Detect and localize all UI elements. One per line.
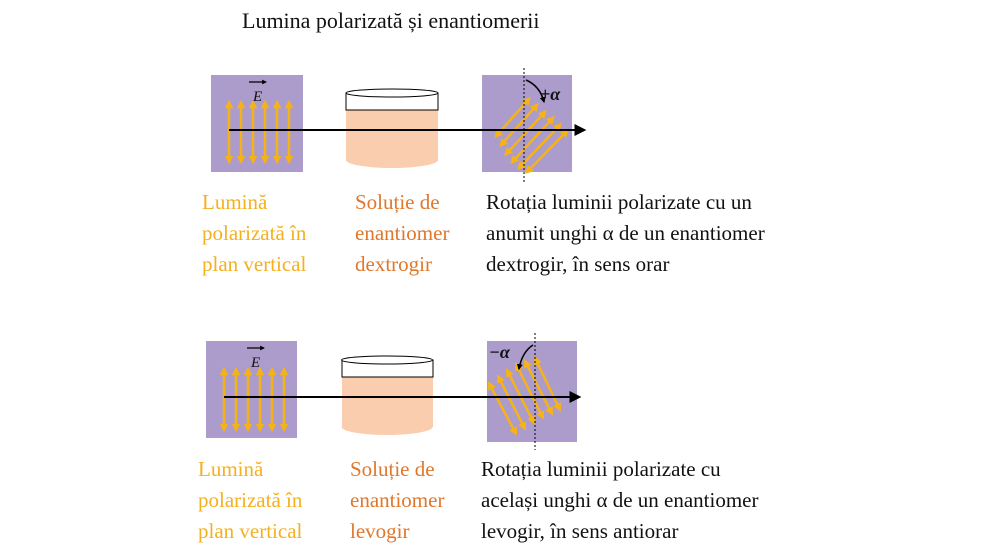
angle-label-1: +α xyxy=(540,84,561,104)
e-vector-text-1: E xyxy=(252,89,262,105)
solution-cylinder-1 xyxy=(345,88,439,168)
e-vector-text-2: E xyxy=(250,355,260,371)
e-vector-label-1: E xyxy=(249,79,267,105)
angle-label-2: −α xyxy=(489,342,511,362)
rotation-description-row-2: Rotația luminii polarizate cu același un… xyxy=(481,457,759,543)
diagram-title: Lumina polarizată și enantiomerii xyxy=(242,8,540,33)
counterclockwise-rotation-arrow-2 xyxy=(516,344,534,371)
solution-cylinder-2 xyxy=(341,355,434,435)
rotated-polarization-arrows-2 xyxy=(488,356,561,436)
solution-label-row-1: Soluție de enantiomer dextrogir xyxy=(355,190,450,276)
vertical-polarization-arrows-1 xyxy=(224,99,294,165)
clockwise-rotation-arrow-1 xyxy=(525,79,546,104)
row-1-diagram: E +α xyxy=(211,68,587,183)
light-label-row-2: Lumină polarizată în plan vertical xyxy=(198,457,303,543)
vertical-polarization-arrows-2 xyxy=(219,366,289,433)
e-vector-label-2: E xyxy=(247,345,265,371)
rotation-description-row-1: Rotația luminii polarizate cu un anumit … xyxy=(486,190,765,276)
solution-label-row-2: Soluție de enantiomer levogir xyxy=(350,457,445,543)
row-2-diagram: E −α xyxy=(206,333,582,450)
light-label-row-1: Lumină polarizată în plan vertical xyxy=(202,190,307,276)
